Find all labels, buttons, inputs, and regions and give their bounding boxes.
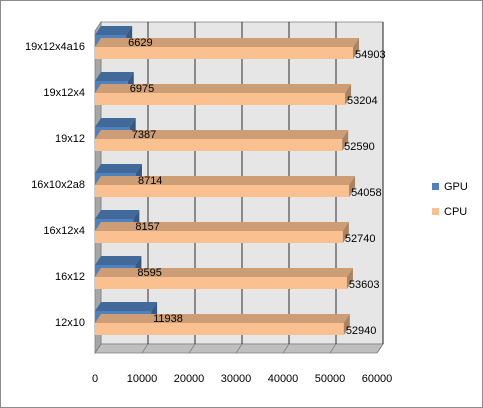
floor-gridline — [282, 343, 290, 354]
legend-swatch — [432, 208, 439, 215]
tick-label: 20000 — [174, 373, 205, 385]
bar-top-face — [95, 84, 352, 93]
bar-top-face — [95, 302, 158, 311]
data-label: 8714 — [138, 175, 162, 187]
floor-gridline — [188, 343, 196, 354]
data-label: 53603 — [349, 279, 380, 291]
category-label: 16x12x4 — [43, 225, 85, 237]
data-label: 7387 — [132, 129, 156, 141]
data-label: 11938 — [153, 313, 183, 325]
bar-end-face — [353, 38, 360, 59]
floor-gridline — [376, 343, 384, 354]
legend-swatch — [432, 183, 439, 190]
bar-top-face — [95, 72, 134, 81]
tick-label: 30000 — [221, 373, 252, 385]
bar-front-face — [95, 139, 343, 151]
bar-end-face — [342, 130, 349, 151]
bar-end-face — [346, 268, 353, 289]
cpu-bar — [95, 130, 349, 151]
floor-gridline — [235, 343, 243, 354]
data-labels: 11938 52940 8595 53603 8157 52740 8714 54058 738… — [128, 37, 385, 337]
bar-top-face — [95, 314, 350, 323]
category-label: 19x12 — [55, 133, 85, 145]
data-label: 53204 — [347, 95, 378, 107]
bar-end-face — [345, 84, 352, 105]
floor-gridline — [141, 343, 149, 354]
bar-front-face — [95, 231, 343, 243]
cpu-bar — [95, 84, 352, 105]
bar-top-face — [95, 118, 136, 127]
legend-label: CPU — [444, 206, 467, 218]
bar-front-face — [95, 93, 346, 105]
bar-top-face — [95, 268, 353, 277]
legend-label: GPU — [444, 181, 468, 193]
cpu-bar — [95, 176, 356, 197]
bar-front-face — [95, 277, 347, 289]
data-label: 52590 — [344, 141, 375, 153]
tick-label: 60000 — [362, 373, 393, 385]
bars — [95, 26, 360, 335]
data-label: 52940 — [346, 325, 377, 337]
data-label: 8595 — [137, 267, 161, 279]
bar-end-face — [342, 222, 349, 243]
bar-top-face — [95, 222, 349, 231]
tick-label: 50000 — [315, 373, 346, 385]
value-axis-labels: 0 10000 20000 30000 40000 50000 60000 — [92, 373, 392, 385]
cpu-bar — [95, 268, 353, 289]
bar-top-face — [95, 26, 133, 35]
floor-gridline — [329, 343, 337, 354]
data-label: 54903 — [355, 49, 386, 61]
bar-top-face — [95, 164, 142, 173]
bar-top-face — [95, 256, 142, 265]
bar-front-face — [95, 185, 350, 197]
category-label: 16x10x2a8 — [31, 179, 85, 191]
bar-front-face — [95, 323, 344, 335]
floor-gridline — [94, 343, 102, 354]
bar-end-face — [343, 314, 350, 335]
data-label: 54058 — [351, 187, 382, 199]
category-label: 19x12x4a16 — [25, 41, 85, 53]
tick-label: 10000 — [127, 373, 158, 385]
data-label: 6629 — [128, 37, 152, 49]
category-label: 16x12 — [55, 271, 85, 283]
tick-label: 40000 — [268, 373, 299, 385]
category-label: 12x10 — [55, 317, 85, 329]
cpu-bar — [95, 314, 350, 335]
category-label: 19x12x4 — [43, 87, 85, 99]
cpu-bar — [95, 38, 360, 59]
data-label: 52740 — [345, 233, 376, 245]
category-axis-labels: 12x10 16x12 16x12x4 16x10x2a8 19x12 19x12x4 19… — [25, 41, 85, 329]
bar-top-face — [95, 210, 140, 219]
legend: GPU CPU — [432, 181, 468, 218]
cpu-bar — [95, 222, 349, 243]
bar-end-face — [349, 176, 356, 197]
bar-top-face — [95, 38, 360, 47]
bar-top-face — [95, 176, 356, 185]
bar-front-face — [95, 47, 354, 59]
data-label: 8157 — [135, 221, 159, 233]
bar-top-face — [95, 130, 349, 139]
data-label: 6975 — [130, 83, 154, 95]
tick-label: 0 — [92, 373, 98, 385]
